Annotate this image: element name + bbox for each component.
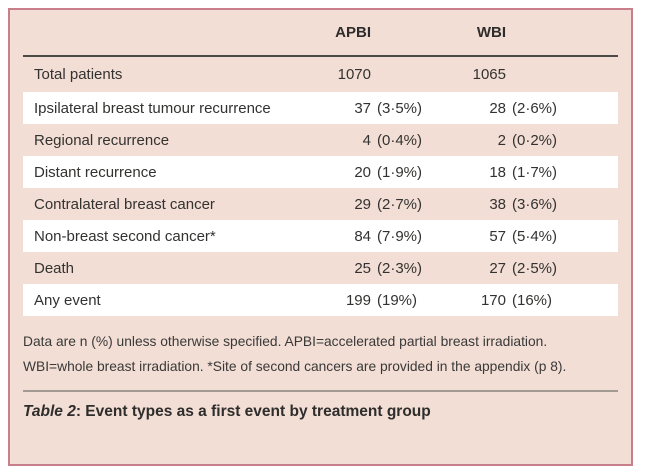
wbi-count: 18 — [489, 163, 506, 181]
apbi-count: 37 — [354, 99, 371, 117]
apbi-count: 199 — [345, 291, 371, 309]
apbi-count: 84 — [354, 227, 371, 245]
table-row: Regional recurrence 4 (0·4%) 2 (0·2%) — [23, 124, 618, 156]
apbi-percent: (0·4%) — [377, 131, 423, 149]
table-row: Contralateral breast cancer 29 (2·7%) 38… — [23, 188, 618, 220]
apbi-count: 29 — [354, 195, 371, 213]
row-label: Total patients — [34, 66, 123, 83]
row-label: Death — [34, 259, 75, 277]
wbi-percent: (5·4%) — [512, 227, 558, 245]
wbi-count: 170 — [480, 291, 506, 309]
apbi-percent: (19%) — [377, 291, 418, 309]
table-row: Ipsilateral breast tumour recurrence 37 … — [23, 92, 618, 124]
apbi-percent: (3·5%) — [377, 99, 423, 117]
wbi-percent: (16%) — [512, 291, 553, 309]
apbi-percent: (2·3%) — [377, 259, 423, 277]
wbi-count: 38 — [489, 195, 506, 213]
apbi-count: 25 — [354, 259, 371, 277]
apbi-count: 20 — [354, 163, 371, 181]
wbi-percent: (3·6%) — [512, 195, 558, 213]
table-inner: APBI WBI Total patients 1070 1065 Ipsila… — [23, 10, 618, 421]
table-header-row: APBI WBI — [23, 10, 618, 57]
apbi-count: 1070 — [337, 66, 371, 83]
caption-text: : Event types as a first event by treatm… — [75, 403, 431, 420]
table-row: Any event 199 (19%) 170 (16%) — [23, 284, 618, 316]
table-row: Total patients 1070 1065 — [23, 57, 618, 92]
column-header-wbi: WBI — [476, 24, 506, 41]
table-row: Distant recurrence 20 (1·9%) 18 (1·7%) — [23, 156, 618, 188]
wbi-count: 1065 — [472, 66, 506, 83]
wbi-count: 57 — [489, 227, 506, 245]
row-label: Regional recurrence — [34, 131, 170, 149]
row-label: Distant recurrence — [34, 163, 157, 181]
apbi-count: 4 — [362, 131, 371, 149]
wbi-count: 2 — [497, 131, 506, 149]
wbi-count: 27 — [489, 259, 506, 277]
row-label: Non-breast second cancer* — [34, 227, 216, 245]
row-label: Ipsilateral breast tumour recurrence — [34, 99, 271, 117]
wbi-percent: (0·2%) — [512, 131, 558, 149]
row-label: Contralateral breast cancer — [34, 195, 215, 213]
caption-divider — [23, 390, 618, 392]
table-caption: Table 2: Event types as a first event by… — [23, 403, 618, 421]
wbi-percent: (2·6%) — [512, 99, 558, 117]
table-footnote: Data are n (%) unless otherwise specifie… — [23, 334, 567, 374]
apbi-percent: (1·9%) — [377, 163, 423, 181]
wbi-count: 28 — [489, 99, 506, 117]
apbi-percent: (7·9%) — [377, 227, 423, 245]
row-label: Any event — [34, 291, 101, 309]
wbi-percent: (1·7%) — [512, 163, 558, 181]
wbi-percent: (2·5%) — [512, 259, 558, 277]
column-header-apbi: APBI — [335, 24, 371, 41]
table-row: Death 25 (2·3%) 27 (2·5%) — [23, 252, 618, 284]
table-card: APBI WBI Total patients 1070 1065 Ipsila… — [8, 8, 633, 466]
caption-label: Table 2 — [23, 403, 76, 420]
apbi-percent: (2·7%) — [377, 195, 423, 213]
table-row: Non-breast second cancer* 84 (7·9%) 57 (… — [23, 220, 618, 252]
